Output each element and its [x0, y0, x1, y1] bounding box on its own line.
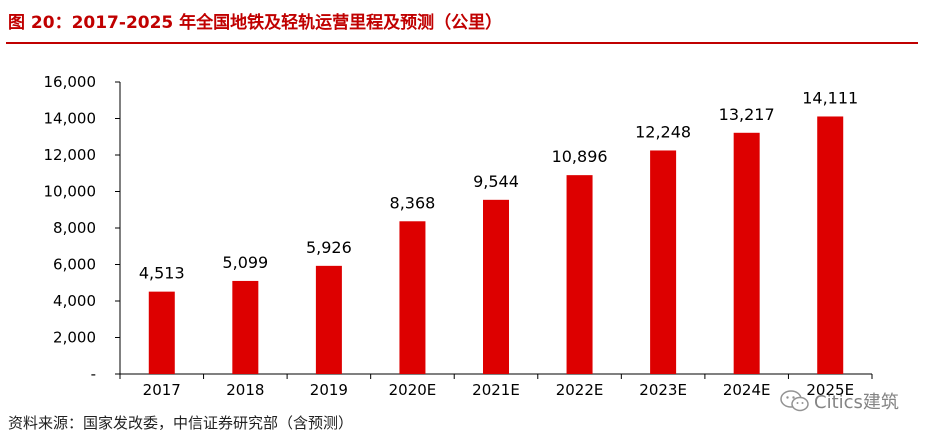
x-tick-label: 2021E: [472, 381, 520, 399]
x-tick-label: 2022E: [556, 381, 604, 399]
x-tick-label: 2023E: [639, 381, 687, 399]
y-tick-label: 14,000: [44, 110, 97, 128]
y-tick-label: 12,000: [44, 146, 97, 164]
bar: [650, 150, 677, 374]
data-label: 5,926: [306, 238, 352, 257]
bar: [817, 116, 844, 375]
y-tick-label: 4,000: [53, 292, 96, 310]
x-tick-label: 2024E: [723, 381, 771, 399]
title-divider: [6, 42, 918, 44]
y-tick-label: 2,000: [53, 329, 96, 347]
data-label: 8,368: [390, 193, 436, 212]
y-tick-label: -: [91, 365, 96, 383]
bar: [232, 280, 259, 374]
data-label: 4,513: [139, 264, 185, 283]
bar: [148, 291, 175, 374]
data-label: 12,248: [635, 122, 691, 141]
bar: [483, 199, 509, 374]
data-label: 10,896: [552, 147, 608, 166]
x-tick-label: 2025E: [806, 381, 854, 399]
bar: [733, 132, 760, 374]
x-tick-label: 2017: [143, 381, 181, 399]
watermark-text: Citics建筑: [814, 392, 899, 413]
watermark: Citics建筑: [780, 388, 899, 414]
x-tick-label: 2018: [226, 381, 264, 399]
x-tick-label: 2020E: [389, 381, 437, 399]
chart-title: 图 20：2017-2025 年全国地铁及轻轨运营里程及预测（公里）: [8, 13, 503, 33]
bar: [566, 175, 593, 374]
data-label: 9,544: [473, 172, 519, 191]
data-label: 13,217: [719, 105, 775, 124]
y-tick-label: 10,000: [44, 183, 97, 201]
wechat-icon: [780, 390, 809, 412]
bar: [315, 265, 342, 374]
x-tick-label: 2019: [310, 381, 348, 399]
bar: [399, 221, 426, 374]
y-tick-label: 6,000: [53, 256, 96, 274]
data-label: 5,099: [222, 253, 268, 272]
source-note: 资料来源：国家发改委，中信证券研究部（含预测）: [8, 414, 354, 432]
data-label: 14,111: [802, 88, 858, 107]
y-tick-label: 16,000: [44, 73, 97, 91]
y-tick-label: 8,000: [53, 219, 96, 237]
